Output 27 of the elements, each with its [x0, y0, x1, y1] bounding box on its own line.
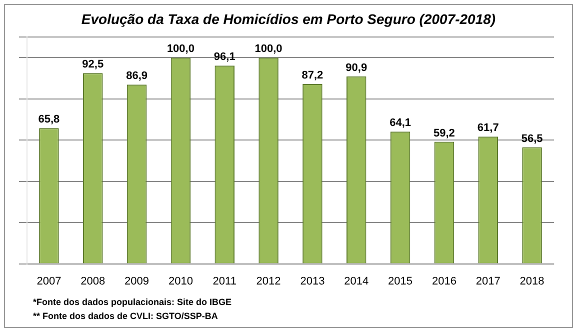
x-tick-label: 2016 [432, 275, 456, 288]
data-label: 87,2 [302, 70, 324, 82]
data-label: 100,0 [254, 43, 282, 56]
text: *Fonte dos dados populacionais: Site do IBGE [33, 296, 232, 309]
x-tick-label: 2011 [212, 275, 236, 288]
data-label: 59,2 [433, 127, 455, 140]
data-label: 100,0 [166, 43, 194, 56]
chart-title: Evolução da Taxa de Homicídios em Porto Seguro (2007-2018) [80, 11, 497, 27]
data-label: 86,9 [126, 70, 148, 82]
data-label: 64,1 [390, 117, 412, 130]
x-tick-label: 2008 [80, 275, 106, 288]
data-label: 92,5 [82, 58, 104, 71]
x-tick-label: 2009 [124, 275, 150, 288]
data-label: 90,9 [346, 62, 368, 74]
x-tick-label: 2015 [388, 275, 413, 288]
x-tick-label: 2013 [300, 275, 325, 288]
x-tick-label: 2007 [36, 275, 62, 288]
data-label: 56,5 [521, 132, 543, 145]
x-tick-label: 2018 [520, 275, 544, 288]
data-label: 65,8 [38, 114, 60, 126]
x-tick-label: 2014 [344, 275, 369, 288]
x-tick-label: 2012 [256, 275, 281, 288]
text: ** Fonte dos dados de CVLI: SGTO/SSP-BA [33, 310, 219, 323]
data-label: 61,7 [477, 122, 499, 134]
x-tick-label: 2010 [168, 275, 193, 288]
data-label: 96,1 [214, 51, 236, 64]
x-tick-label: 2017 [476, 275, 500, 288]
